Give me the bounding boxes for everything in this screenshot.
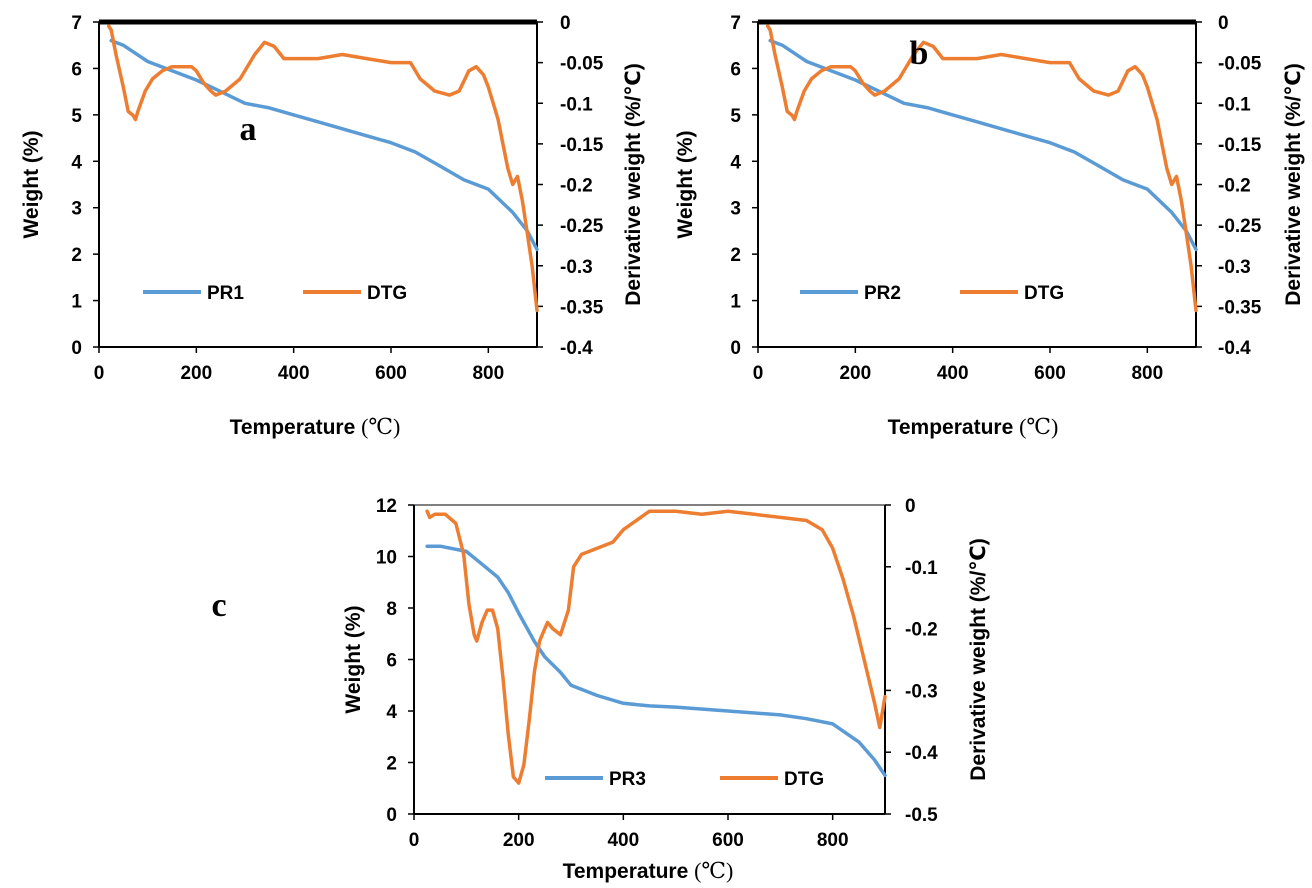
y-tick-label: 3 xyxy=(730,199,741,220)
y-axis-title: Weight (%) xyxy=(20,130,43,238)
y-tick-label: 0 xyxy=(386,805,397,826)
plot-frame xyxy=(413,504,886,815)
y-tick-label: 6 xyxy=(71,59,82,80)
y-tick-label: 0 xyxy=(71,338,82,359)
x-tick-label: 0 xyxy=(94,363,105,384)
y-tick-label: 12 xyxy=(376,496,397,517)
y2-tick-label: -0.1 xyxy=(1218,94,1251,115)
x-tick-label: 200 xyxy=(503,830,535,851)
y-axis-title: Weight (%) xyxy=(342,605,365,713)
y2-tick-label: -0.2 xyxy=(905,620,938,641)
y2-tick-label: -0.15 xyxy=(560,135,604,156)
series-line-dtg xyxy=(106,24,539,313)
x-tick-label: 800 xyxy=(817,830,849,851)
series-line-dtg xyxy=(425,509,887,785)
y2-tick-label: -0.1 xyxy=(560,94,593,115)
y2-tick-label: -0.25 xyxy=(560,216,604,237)
y-tick-label: 4 xyxy=(71,152,82,173)
x-tick-label: 0 xyxy=(409,830,420,851)
y2-tick-label: -0.1 xyxy=(905,558,938,579)
y-tick-label: 7 xyxy=(730,13,741,34)
y2-tick-label: -0.05 xyxy=(560,54,604,75)
series-line-dtg xyxy=(765,24,1198,313)
y2-tick-label: -0.3 xyxy=(560,257,593,278)
y2-tick-label: -0.3 xyxy=(905,681,938,702)
chart-panel-a: 0 200 400 600 800 0 1 2 3 4 5 6 7 -0.4 -0.35 -0.3 -0.25 -… xyxy=(20,13,645,439)
legend-label: PR3 xyxy=(609,769,646,790)
legend-label: DTG xyxy=(367,283,407,304)
y2-tick-label: -0.35 xyxy=(560,297,604,318)
y2-tick-label: -0.25 xyxy=(1218,216,1262,237)
y-tick-label: 6 xyxy=(386,651,397,672)
x-axis-title: Temperature (℃) xyxy=(563,858,734,883)
chart-panel-c: 0 200 400 600 800 0 2 4 6 8 10 12 -0.5 -0.4 -0.3 -0.2 -0… xyxy=(211,496,990,883)
x-tick-label: 600 xyxy=(1034,363,1066,384)
legend-label: DTG xyxy=(1024,283,1064,304)
x-tick-label: 600 xyxy=(375,363,407,384)
y-tick-label: 7 xyxy=(71,13,82,34)
y-tick-label: 8 xyxy=(386,599,397,620)
legend-label: PR1 xyxy=(207,283,244,304)
x-tick-label: 800 xyxy=(472,363,504,384)
x-axis-title: Temperature (℃) xyxy=(230,414,401,439)
y-tick-label: 1 xyxy=(730,292,741,313)
x-tick-label: 800 xyxy=(1131,363,1163,384)
y-tick-label: 4 xyxy=(730,152,741,173)
y-tick-label: 2 xyxy=(71,245,82,266)
y-tick-label: 5 xyxy=(730,106,741,127)
series-line-pr1 xyxy=(109,38,539,252)
y-tick-label: 5 xyxy=(71,106,82,127)
y-tick-label: 3 xyxy=(71,199,82,220)
y2-tick-label: 0 xyxy=(560,13,571,34)
legend-label: DTG xyxy=(784,769,824,790)
series-line-pr2 xyxy=(768,38,1198,252)
series-line-pr3 xyxy=(425,544,887,778)
y-tick-label: 10 xyxy=(376,548,397,569)
y-axis-title: Weight (%) xyxy=(674,130,697,238)
y2-axis-title: Derivative weight (%/℃) xyxy=(967,538,990,780)
panel-label: c xyxy=(211,587,226,624)
y-tick-label: 4 xyxy=(386,702,397,723)
chart-panel-b: 0 200 400 600 800 0 1 2 3 4 5 6 7 -0.4 -0.35 -0.3 -0.25 -… xyxy=(674,13,1305,439)
y2-tick-label: -0.4 xyxy=(560,338,593,359)
panel-label: a xyxy=(240,111,257,148)
y-tick-label: 1 xyxy=(71,292,82,313)
x-tick-label: 400 xyxy=(278,363,310,384)
y-tick-label: 2 xyxy=(386,754,397,775)
x-tick-label: 400 xyxy=(607,830,639,851)
y2-tick-label: -0.2 xyxy=(1218,176,1251,197)
y2-axis-title: Derivative weight (%/℃) xyxy=(622,63,645,305)
y2-tick-label: -0.4 xyxy=(1218,338,1251,359)
y2-tick-label: -0.3 xyxy=(1218,257,1251,278)
y-tick-label: 0 xyxy=(730,338,741,359)
y2-tick-label: -0.15 xyxy=(1218,135,1262,156)
panel-label: b xyxy=(910,35,929,72)
y-tick-label: 6 xyxy=(730,59,741,80)
y2-tick-label: -0.5 xyxy=(905,805,938,826)
y2-tick-label: -0.05 xyxy=(1218,54,1262,75)
legend-label: PR2 xyxy=(864,283,901,304)
x-tick-label: 200 xyxy=(180,363,212,384)
y2-tick-label: -0.2 xyxy=(560,176,593,197)
y-tick-label: 2 xyxy=(730,245,741,266)
y2-tick-label: -0.4 xyxy=(905,743,938,764)
y2-axis-title: Derivative weight (%/℃) xyxy=(1282,63,1305,305)
x-tick-label: 200 xyxy=(839,363,871,384)
x-tick-label: 0 xyxy=(753,363,764,384)
x-axis-title: Temperature (℃) xyxy=(888,414,1059,439)
y2-tick-label: -0.35 xyxy=(1218,297,1262,318)
x-tick-label: 600 xyxy=(712,830,744,851)
x-tick-label: 400 xyxy=(937,363,969,384)
y2-tick-label: 0 xyxy=(905,496,916,517)
y2-tick-label: 0 xyxy=(1218,13,1229,34)
